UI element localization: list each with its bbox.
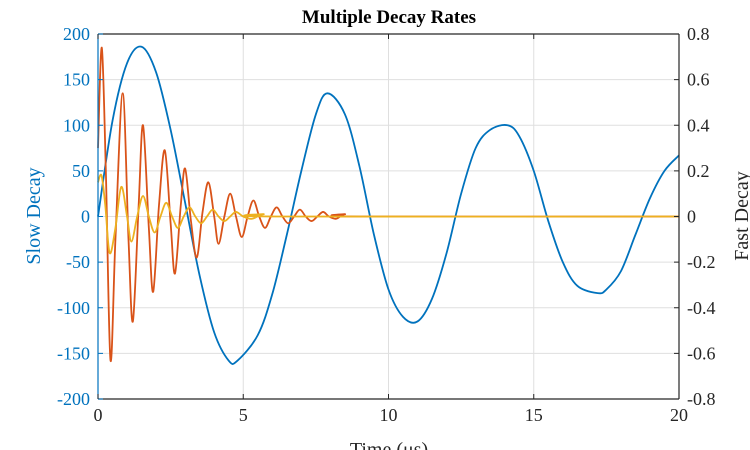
y-tick-label-left: 100: [63, 115, 90, 135]
x-tick-label: 20: [670, 405, 688, 425]
y-tick-label-right: -0.8: [687, 389, 716, 409]
chart-title: Multiple Decay Rates: [302, 7, 476, 28]
y-tick-label-left: 150: [63, 70, 90, 90]
y-tick-label-right: 0.6: [687, 70, 710, 90]
y-tick-label-right: 0.4: [687, 115, 710, 135]
y-tick-label-left: -150: [57, 343, 90, 363]
series-lines: [97, 45, 680, 365]
y-tick-label-left: -50: [66, 252, 90, 272]
x-tick-label: 5: [239, 405, 248, 425]
y-tick-label-right: 0: [687, 207, 696, 227]
ticks: -200-150-100-50050100150200-0.8-0.6-0.4-…: [57, 24, 716, 425]
y-tick-label-right: 0.8: [687, 24, 710, 44]
x-axis-label: Time (μs): [350, 439, 428, 450]
y-tick-label-left: 0: [81, 207, 90, 227]
y-tick-label-left: 200: [63, 24, 90, 44]
x-tick-label: 10: [380, 405, 398, 425]
y-tick-label-right: -0.2: [687, 252, 716, 272]
y-tick-label-right: 0.2: [687, 161, 710, 181]
y-tick-label-left: -100: [57, 298, 90, 318]
series-line-2: [97, 46, 680, 362]
y-tick-label-right: -0.4: [687, 298, 716, 318]
y-axis-label-right: Fast Decay: [731, 171, 750, 260]
series-line-3: [97, 173, 680, 255]
series-line-1: [97, 45, 680, 365]
y-tick-label-left: 50: [72, 161, 90, 181]
y-tick-label-right: -0.6: [687, 343, 716, 363]
y-axis-label-left: Slow Decay: [23, 167, 45, 264]
y-tick-label-left: -200: [57, 389, 90, 409]
x-tick-label: 0: [94, 405, 103, 425]
x-tick-label: 15: [525, 405, 543, 425]
